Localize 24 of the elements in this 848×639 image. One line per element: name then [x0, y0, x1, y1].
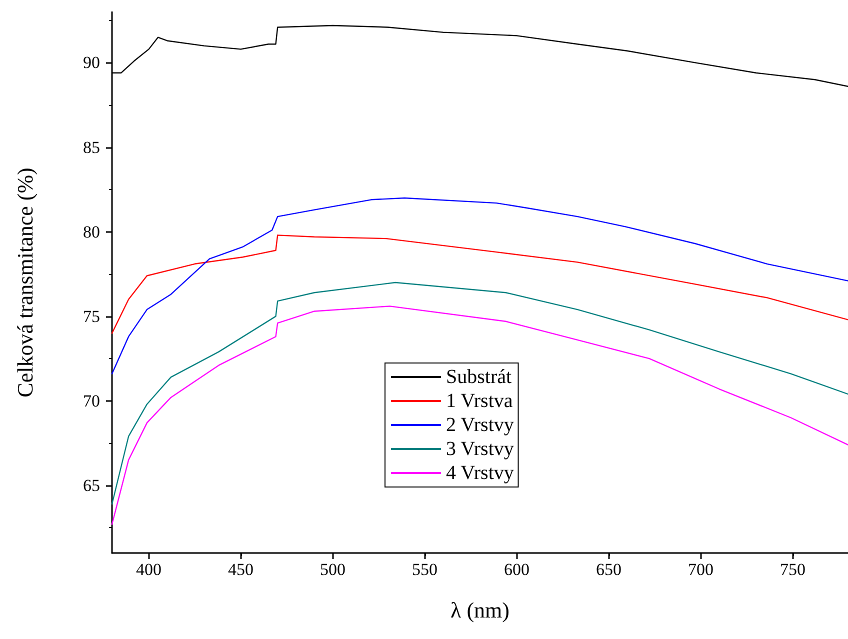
y-tick-label: 85: [83, 138, 100, 157]
y-tick-label: 75: [83, 306, 100, 326]
x-tick-label: 650: [596, 560, 622, 579]
y-axis-title: Celková transmitance (%): [12, 168, 38, 398]
legend-label: 3 Vrstvy: [446, 438, 514, 460]
x-tick-label: 500: [320, 560, 346, 579]
legend-label: Substrát: [446, 366, 512, 388]
y-tick-label: 65: [83, 476, 100, 495]
y-tick-label: 80: [83, 222, 100, 242]
x-tick-label: 750: [780, 560, 806, 579]
legend-label: 1 Vrstva: [446, 390, 513, 412]
x-tick-label: 700: [688, 560, 714, 579]
x-tick-label: 550: [412, 560, 438, 579]
x-axis-title: λ (nm): [450, 598, 510, 622]
line-series: [111, 282, 848, 505]
x-tick-label: 450: [228, 560, 254, 579]
y-tick-label: 90: [83, 53, 100, 72]
line-series: [111, 234, 848, 334]
y-tick-label: 70: [83, 391, 100, 410]
x-tick-label: 400: [136, 560, 162, 579]
line-series: [111, 306, 848, 525]
legend-label: 4 Vrstvy: [446, 462, 514, 484]
x-tick-label: 600: [504, 560, 530, 579]
legend-label: 2 Vrstvy: [446, 414, 514, 436]
